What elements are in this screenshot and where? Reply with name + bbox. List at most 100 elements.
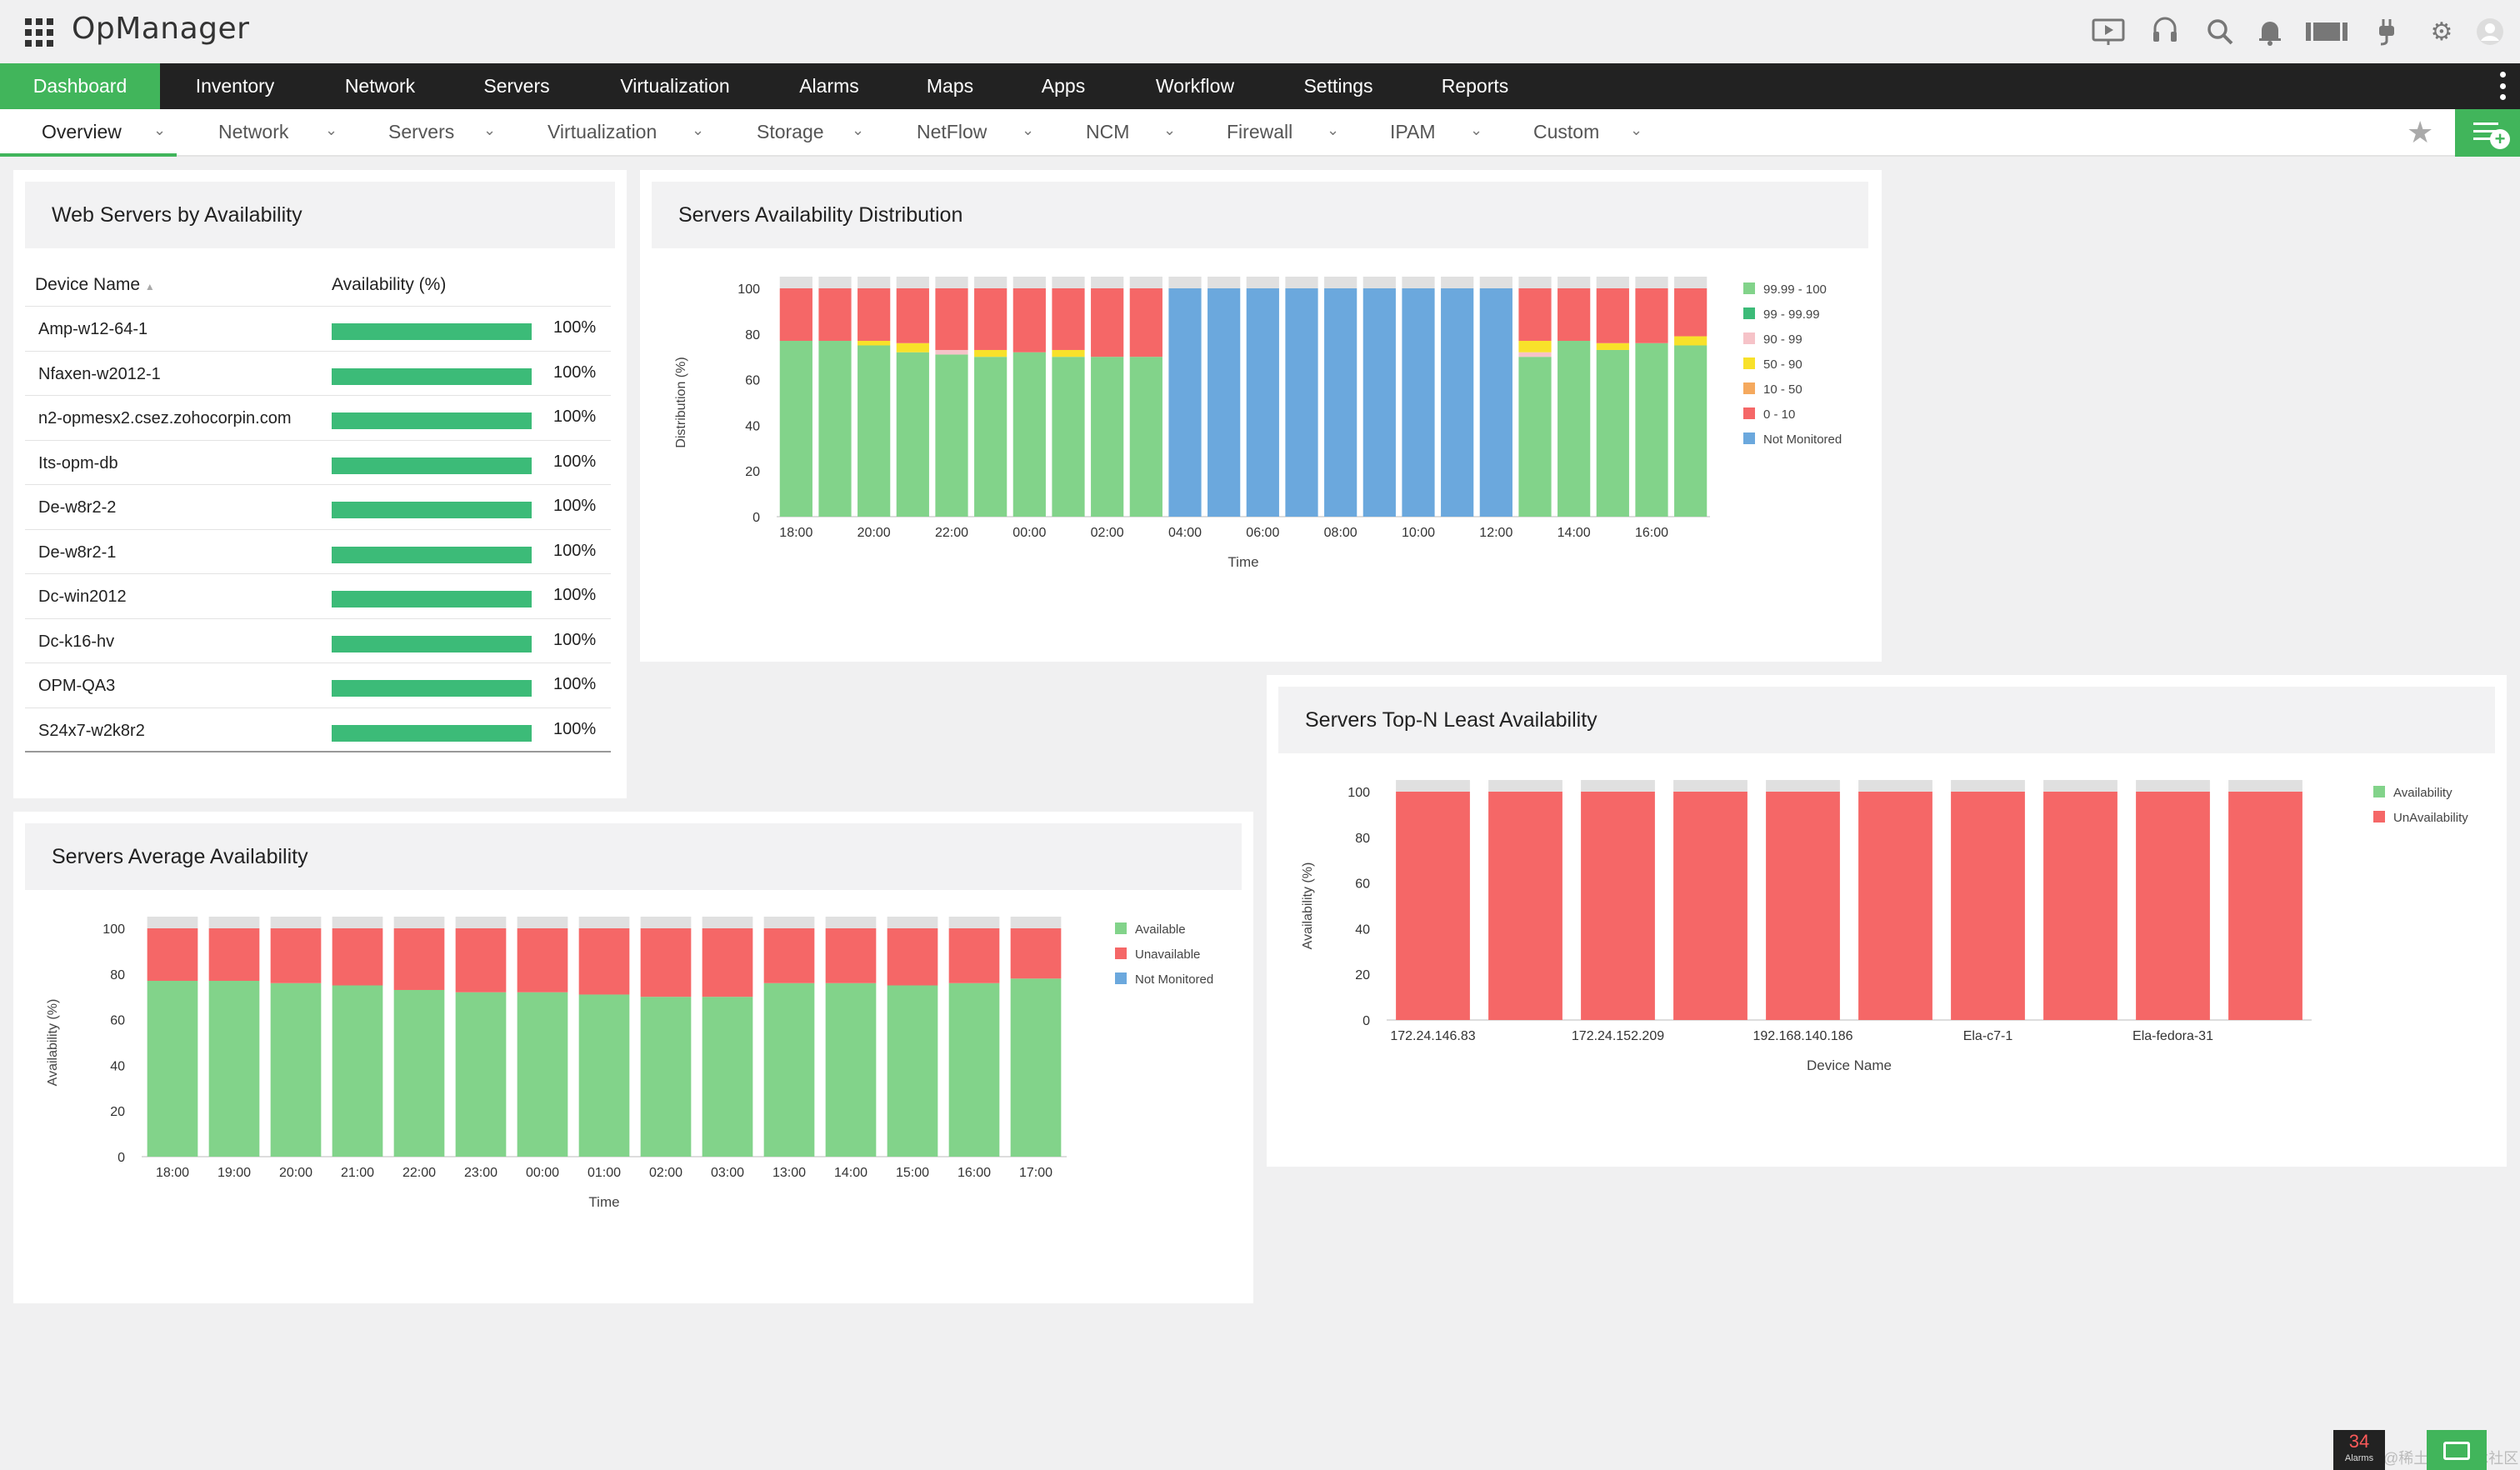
bar-segment[interactable] bbox=[1674, 288, 1708, 337]
bar-segment[interactable] bbox=[858, 288, 891, 342]
legend-label[interactable]: 99.99 - 100 bbox=[1763, 282, 1827, 297]
chevron-down-icon[interactable]: ⌄ bbox=[1470, 122, 1483, 139]
bar-segment[interactable] bbox=[1091, 357, 1124, 517]
bar-segment[interactable] bbox=[1581, 792, 1655, 1020]
bar-segment[interactable] bbox=[147, 981, 198, 1157]
bar-segment[interactable] bbox=[517, 992, 568, 1157]
nav-reports[interactable]: Reports bbox=[1441, 75, 1509, 97]
bar-segment[interactable] bbox=[1766, 792, 1840, 1020]
bar-segment[interactable] bbox=[1674, 336, 1708, 346]
sort-icon[interactable]: ▲ bbox=[144, 281, 155, 292]
nav-maps[interactable]: Maps bbox=[926, 75, 974, 97]
bar-segment[interactable] bbox=[948, 982, 1000, 1157]
plug-icon[interactable] bbox=[2370, 15, 2403, 48]
bar-segment[interactable] bbox=[1129, 288, 1162, 358]
bar-segment[interactable] bbox=[763, 928, 815, 983]
bar-segment[interactable] bbox=[1951, 792, 2025, 1020]
bar-segment[interactable] bbox=[1518, 352, 1552, 358]
legend-swatch[interactable] bbox=[2373, 786, 2385, 798]
chat-button[interactable] bbox=[2427, 1430, 2487, 1470]
legend-label[interactable]: UnAvailability bbox=[2393, 811, 2468, 825]
bar-segment[interactable] bbox=[1010, 978, 1062, 1157]
subtab-virtualization[interactable]: Virtualization bbox=[548, 121, 658, 142]
bar-segment[interactable] bbox=[2228, 792, 2302, 1020]
chevron-down-icon[interactable]: ⌄ bbox=[325, 122, 338, 139]
legend-label[interactable]: 90 - 99 bbox=[1763, 332, 1802, 347]
chevron-down-icon[interactable]: ⌄ bbox=[692, 122, 705, 139]
bar-segment[interactable] bbox=[455, 992, 507, 1157]
chevron-down-icon[interactable]: ⌄ bbox=[1022, 122, 1035, 139]
bar-segment[interactable] bbox=[2136, 792, 2210, 1020]
bar-segment[interactable] bbox=[702, 928, 753, 998]
bar-segment[interactable] bbox=[858, 345, 891, 518]
bar-segment[interactable] bbox=[1129, 357, 1162, 517]
bar-segment[interactable] bbox=[825, 928, 877, 983]
bell-icon[interactable] bbox=[2253, 15, 2287, 48]
chevron-down-icon[interactable]: ⌄ bbox=[852, 122, 865, 139]
table-row[interactable]: n2-opmesx2.csez.zohocorpin.com 100% bbox=[25, 395, 611, 440]
bar-segment[interactable] bbox=[208, 928, 260, 982]
column-availability[interactable]: Availability (%) bbox=[332, 275, 447, 294]
bar-segment[interactable] bbox=[1362, 288, 1396, 517]
bar-segment[interactable] bbox=[1596, 349, 1629, 517]
bar-segment[interactable] bbox=[1168, 288, 1202, 517]
bar-segment[interactable] bbox=[1441, 288, 1474, 517]
nav-network[interactable]: Network bbox=[344, 75, 416, 97]
table-row[interactable]: Nfaxen-w2012-1 100% bbox=[25, 350, 611, 396]
bar-segment[interactable] bbox=[948, 928, 1000, 983]
table-row[interactable]: Dc-k16-hv 100% bbox=[25, 618, 611, 663]
bar-segment[interactable] bbox=[1518, 288, 1552, 342]
bar-segment[interactable] bbox=[1635, 288, 1668, 343]
legend-label[interactable]: Not Monitored bbox=[1763, 432, 1842, 447]
bar-segment[interactable] bbox=[1091, 288, 1124, 358]
bar-segment[interactable] bbox=[896, 352, 929, 517]
battery-icon[interactable] bbox=[2303, 15, 2350, 48]
device-name[interactable]: De-w8r2-2 bbox=[38, 498, 117, 517]
chevron-down-icon[interactable]: ⌄ bbox=[1630, 122, 1643, 139]
bar-segment[interactable] bbox=[578, 928, 630, 995]
subtab-servers[interactable]: Servers bbox=[388, 121, 455, 142]
star-icon[interactable]: ★ bbox=[2407, 116, 2434, 150]
chevron-down-icon[interactable]: ⌄ bbox=[153, 122, 167, 139]
chevron-down-icon[interactable]: ⌄ bbox=[483, 122, 497, 139]
bar-segment[interactable] bbox=[825, 982, 877, 1157]
bar-segment[interactable] bbox=[974, 349, 1008, 358]
bar-segment[interactable] bbox=[1285, 288, 1318, 517]
legend-label[interactable]: Availability bbox=[2393, 786, 2452, 800]
chevron-down-icon[interactable]: ⌄ bbox=[1327, 122, 1340, 139]
table-row[interactable]: S24x7-w2k8r2 100% bbox=[25, 707, 611, 752]
bar-segment[interactable] bbox=[1052, 288, 1085, 350]
device-name[interactable]: OPM-QA3 bbox=[38, 677, 116, 695]
legend-swatch[interactable] bbox=[1743, 408, 1755, 419]
legend-swatch[interactable] bbox=[1743, 382, 1755, 394]
bar-segment[interactable] bbox=[1674, 345, 1708, 518]
bar-segment[interactable] bbox=[1324, 288, 1358, 517]
bar-segment[interactable] bbox=[1596, 342, 1629, 350]
nav-apps[interactable]: Apps bbox=[1041, 75, 1086, 97]
bar-segment[interactable] bbox=[935, 354, 968, 517]
bar-segment[interactable] bbox=[1012, 352, 1046, 517]
bar-segment[interactable] bbox=[393, 928, 445, 990]
subtab-storage[interactable]: Storage bbox=[757, 121, 824, 142]
subtab-network[interactable]: Network bbox=[218, 121, 289, 142]
legend-label[interactable]: 50 - 90 bbox=[1763, 358, 1802, 372]
search-icon[interactable] bbox=[2203, 15, 2237, 48]
legend-swatch[interactable] bbox=[1115, 972, 1127, 984]
legend-swatch[interactable] bbox=[1743, 332, 1755, 344]
user-avatar-icon[interactable] bbox=[2473, 15, 2507, 48]
subtab-custom[interactable]: Custom bbox=[1533, 121, 1600, 142]
nav-settings[interactable]: Settings bbox=[1303, 75, 1373, 97]
video-icon[interactable] bbox=[2092, 15, 2125, 48]
nav-servers[interactable]: Servers bbox=[483, 75, 550, 97]
bar-segment[interactable] bbox=[147, 928, 198, 982]
bar-segment[interactable] bbox=[1010, 928, 1062, 979]
more-menu-icon[interactable] bbox=[2500, 72, 2507, 100]
legend-label[interactable]: 0 - 10 bbox=[1763, 408, 1795, 422]
bar-segment[interactable] bbox=[1396, 792, 1470, 1020]
device-name[interactable]: n2-opmesx2.csez.zohocorpin.com bbox=[38, 409, 292, 428]
legend-label[interactable]: 99 - 99.99 bbox=[1763, 308, 1820, 322]
bar-segment[interactable] bbox=[887, 928, 938, 986]
bar-segment[interactable] bbox=[974, 288, 1008, 350]
bar-segment[interactable] bbox=[1488, 792, 1562, 1020]
bar-segment[interactable] bbox=[1012, 288, 1046, 352]
